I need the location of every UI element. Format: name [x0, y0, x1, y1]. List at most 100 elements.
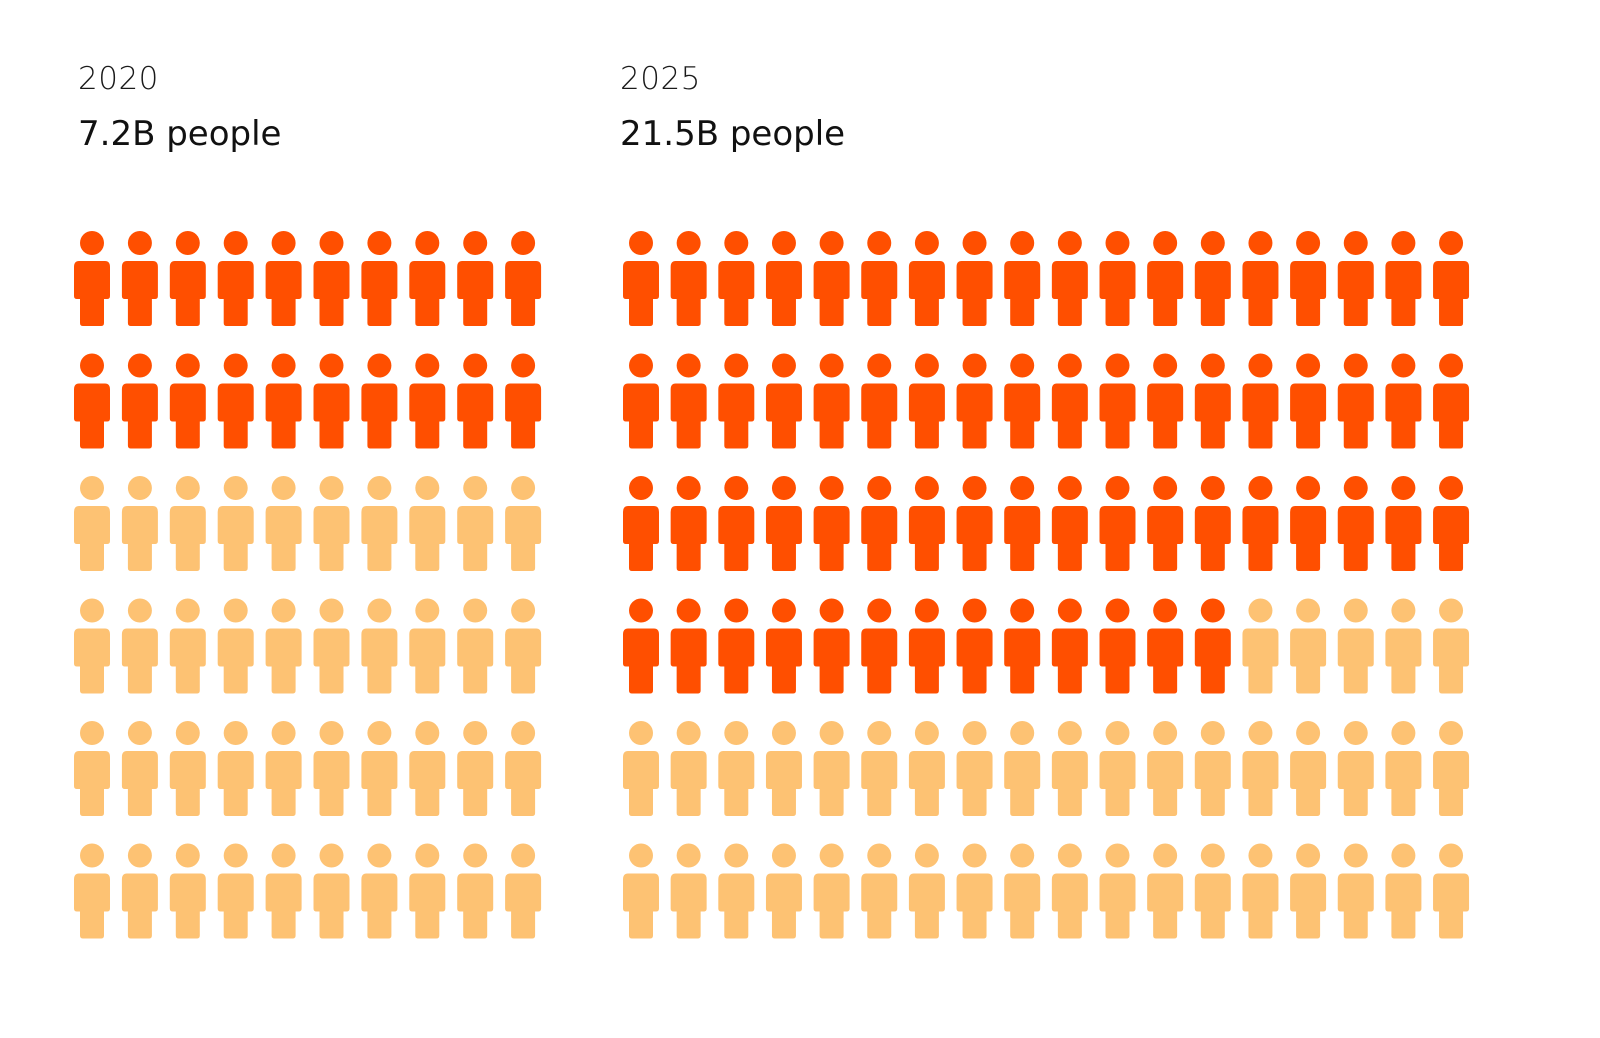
person-icon	[457, 721, 494, 816]
person-icon	[1290, 721, 1327, 816]
person-icon	[718, 353, 755, 449]
person-icon	[1051, 353, 1088, 449]
person-icon	[1147, 598, 1184, 694]
person-icon	[1242, 721, 1279, 816]
person-icon	[623, 476, 659, 571]
person-icon	[718, 843, 755, 939]
person-icon	[409, 721, 446, 816]
person-icon	[217, 231, 254, 326]
person-icon	[265, 721, 302, 816]
person-icon	[861, 721, 898, 816]
person-icon	[1099, 476, 1136, 571]
person-icon	[505, 843, 542, 939]
year-label: 2025	[620, 61, 701, 97]
person-icon	[1194, 598, 1231, 694]
person-icon	[718, 721, 755, 816]
person-icon	[813, 476, 850, 571]
person-icon	[361, 598, 398, 694]
person-icon	[956, 721, 993, 816]
person-icon	[74, 598, 110, 694]
person-icon	[121, 598, 158, 694]
person-icon	[1147, 353, 1184, 449]
person-icon	[121, 476, 158, 571]
person-icon	[1385, 231, 1422, 326]
person-icon	[1051, 721, 1088, 816]
person-icon	[265, 476, 302, 571]
person-icon	[313, 353, 350, 449]
person-icon	[1433, 353, 1470, 449]
person-icon	[1385, 721, 1422, 816]
person-icon	[813, 231, 850, 326]
person-icon	[169, 843, 206, 939]
person-icon	[121, 843, 158, 939]
person-icon	[457, 843, 494, 939]
person-icon	[623, 598, 659, 694]
person-icon	[1433, 598, 1470, 694]
person-icon	[409, 476, 446, 571]
year-label: 2020	[78, 61, 159, 97]
person-icon	[1194, 721, 1231, 816]
person-icon	[1242, 476, 1279, 571]
person-icon	[457, 598, 494, 694]
person-icon	[765, 721, 802, 816]
person-icon	[670, 843, 707, 939]
person-icon	[1004, 721, 1041, 816]
person-icon	[217, 598, 254, 694]
person-icon	[1385, 476, 1422, 571]
person-icon	[1099, 721, 1136, 816]
person-icon	[670, 231, 707, 326]
person-icon	[457, 353, 494, 449]
person-icon	[956, 843, 993, 939]
person-icon	[121, 231, 158, 326]
person-icon	[1051, 843, 1088, 939]
person-icon	[1194, 843, 1231, 939]
person-icon	[265, 353, 302, 449]
person-icon	[217, 721, 254, 816]
person-icon	[1099, 843, 1136, 939]
person-icon	[765, 598, 802, 694]
person-icon	[765, 353, 802, 449]
person-icon	[409, 598, 446, 694]
person-icon	[457, 231, 494, 326]
person-icon	[908, 476, 945, 571]
person-icon	[765, 476, 802, 571]
population-total: 21.5B people	[620, 114, 846, 154]
person-icon	[1433, 721, 1470, 816]
panel-2020: 2020 7.2B people	[0, 0, 580, 1038]
person-icon	[718, 598, 755, 694]
person-icon	[313, 231, 350, 326]
person-icon	[217, 476, 254, 571]
person-icon	[1099, 353, 1136, 449]
person-icon	[765, 231, 802, 326]
person-icon	[217, 843, 254, 939]
person-icon	[908, 231, 945, 326]
person-icon	[623, 721, 659, 816]
person-icon	[505, 721, 542, 816]
pictogram-grid-2025	[623, 231, 1470, 939]
person-icon	[718, 476, 755, 571]
person-icon	[74, 721, 110, 816]
person-icon	[861, 353, 898, 449]
person-icon	[1147, 231, 1184, 326]
person-icon	[1433, 476, 1470, 571]
person-icon	[1385, 353, 1422, 449]
person-icon	[1147, 843, 1184, 939]
person-icon	[265, 843, 302, 939]
person-icon	[361, 843, 398, 939]
person-icon	[908, 598, 945, 694]
person-icon	[217, 353, 254, 449]
person-icon	[1290, 353, 1327, 449]
person-icon	[1337, 476, 1374, 571]
person-icon	[505, 231, 542, 326]
person-icon	[361, 353, 398, 449]
person-icon	[1147, 476, 1184, 571]
person-icon	[265, 598, 302, 694]
person-icon	[1051, 476, 1088, 571]
person-icon	[813, 353, 850, 449]
person-icon	[1242, 231, 1279, 326]
person-icon	[861, 843, 898, 939]
person-icon	[121, 721, 158, 816]
person-icon	[813, 598, 850, 694]
person-icon	[505, 353, 542, 449]
person-icon	[1290, 231, 1327, 326]
